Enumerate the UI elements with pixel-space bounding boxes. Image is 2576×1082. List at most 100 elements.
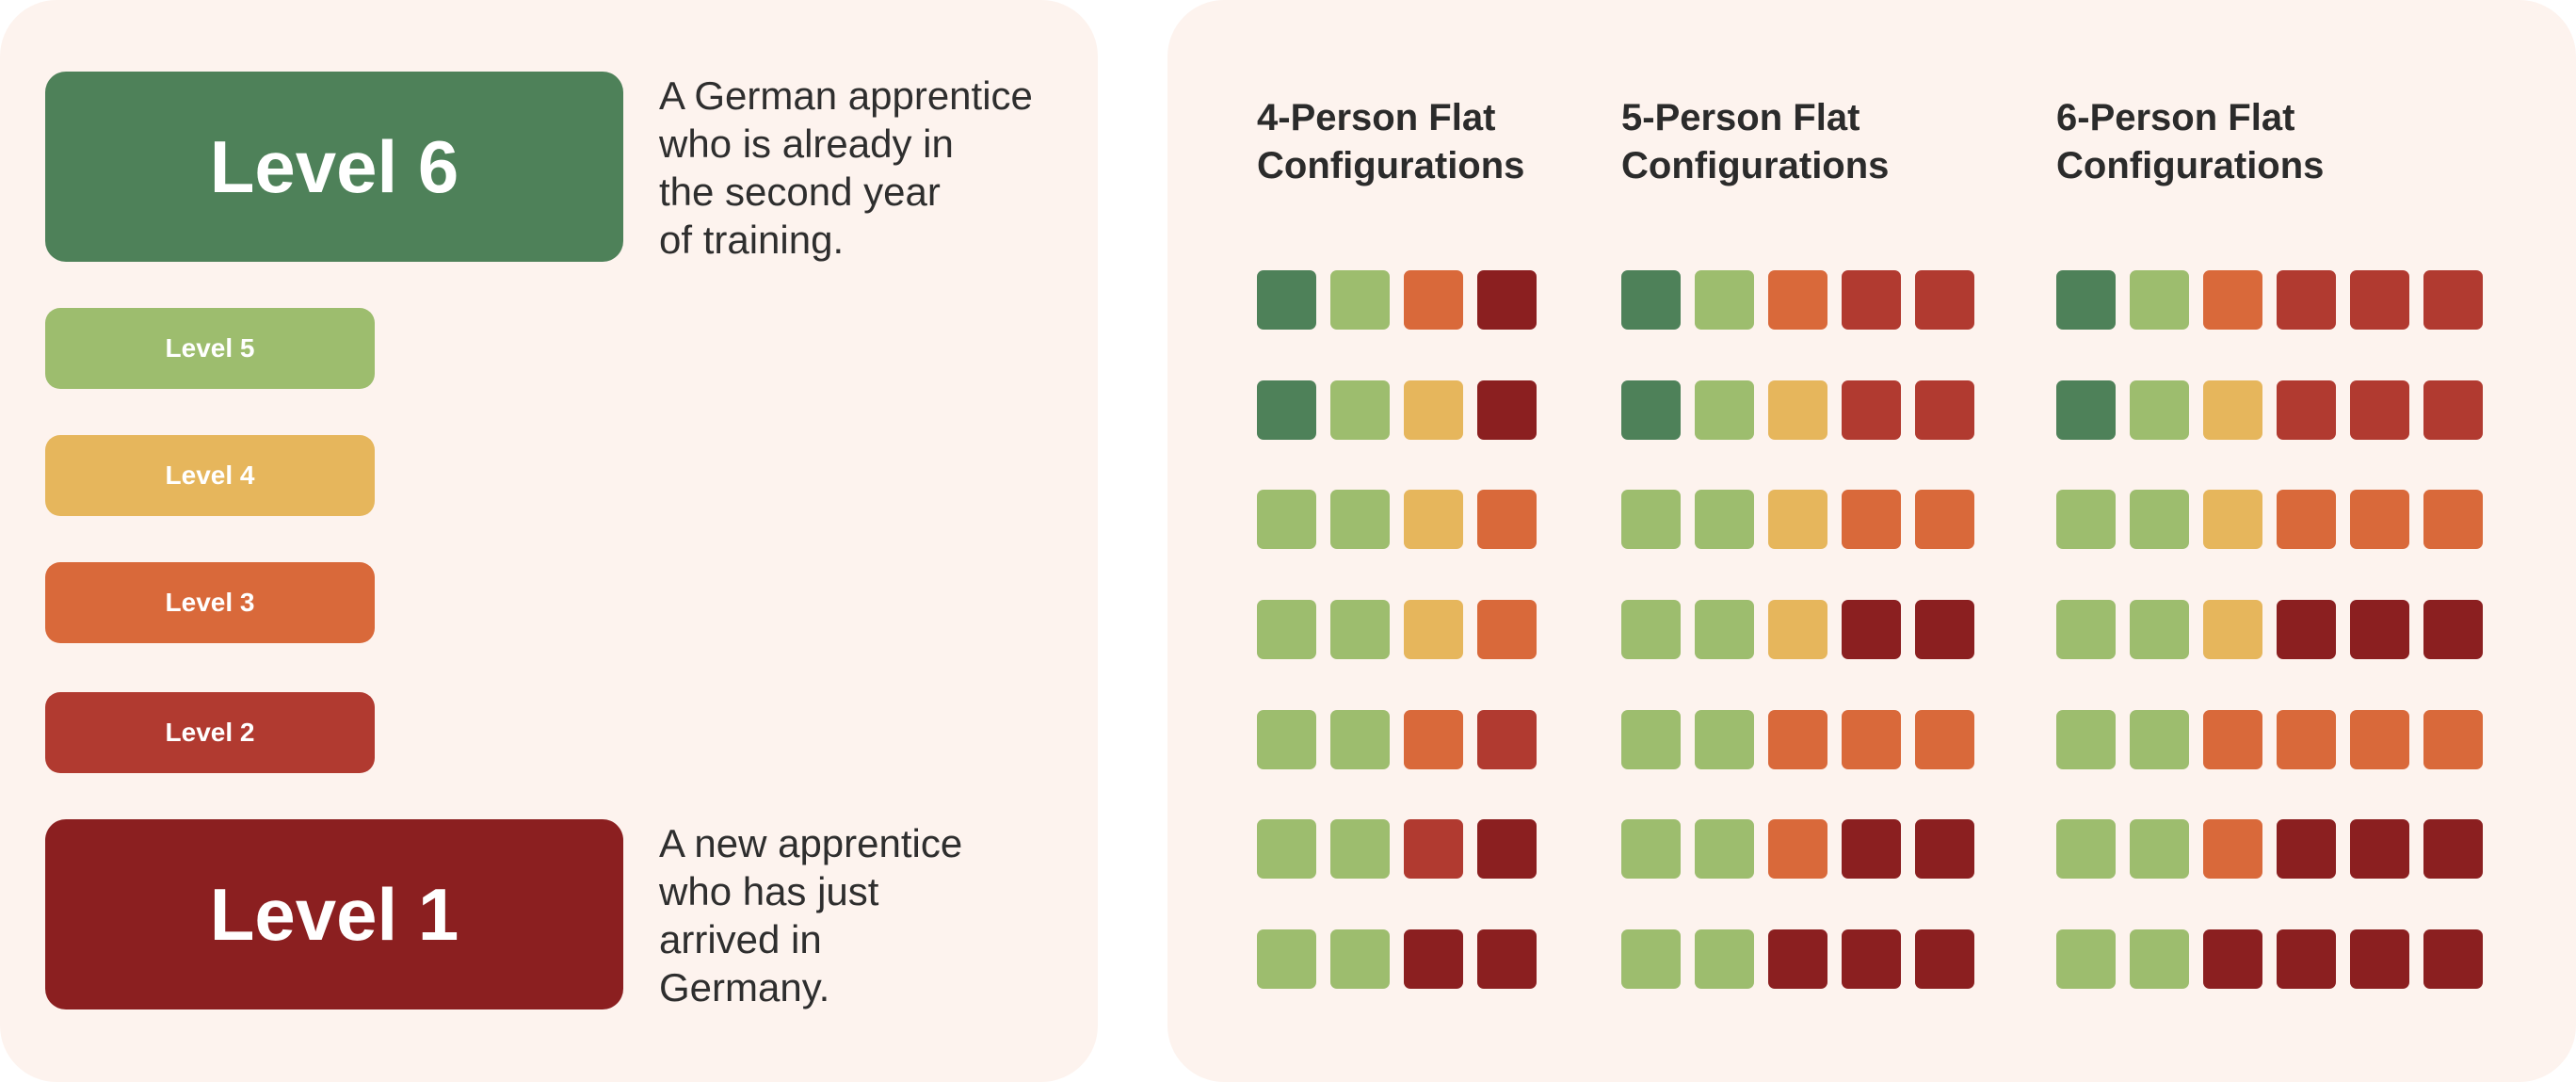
- six-person-grid: [2056, 270, 2483, 1040]
- resident-level-3-cell: [1768, 270, 1827, 330]
- six-person-title: 6-Person Flat Configurations: [2056, 97, 2325, 186]
- level-legend-panel: Level 6 A German apprentice who is alrea…: [0, 0, 1098, 1082]
- resident-level-5-cell: [1695, 929, 1754, 990]
- configuration-row: [1621, 270, 1974, 330]
- resident-level-5-cell: [2130, 819, 2189, 880]
- resident-level-1-cell: [2203, 929, 2262, 990]
- configuration-row: [1257, 380, 1537, 440]
- resident-level-1-cell: [2277, 929, 2336, 990]
- four-person-grid: [1257, 270, 1537, 1040]
- configuration-row: [1621, 819, 1974, 880]
- resident-level-5-cell: [2130, 709, 2189, 769]
- resident-level-1-cell: [2350, 929, 2409, 990]
- resident-level-3-cell: [1915, 490, 1974, 550]
- resident-level-1-cell: [1915, 929, 1974, 990]
- configuration-row: [1621, 600, 1974, 660]
- resident-level-4-cell: [2203, 600, 2262, 660]
- resident-level-2-cell: [1842, 380, 1901, 440]
- resident-level-4-cell: [1768, 600, 1827, 660]
- configuration-row: [1621, 490, 1974, 550]
- resident-level-4-cell: [1768, 490, 1827, 550]
- resident-level-3-cell: [1477, 490, 1537, 550]
- resident-level-3-cell: [1842, 490, 1901, 550]
- configuration-row: [2056, 929, 2483, 990]
- resident-level-6-cell: [1621, 380, 1681, 440]
- resident-level-6-cell: [1257, 380, 1316, 440]
- resident-level-5-cell: [1695, 709, 1754, 769]
- resident-level-5-cell: [1330, 270, 1390, 330]
- resident-level-3-cell: [1477, 600, 1537, 660]
- resident-level-2-cell: [1404, 819, 1463, 880]
- resident-level-6-cell: [2056, 380, 2116, 440]
- configuration-row: [1621, 709, 1974, 769]
- resident-level-5-cell: [2130, 929, 2189, 990]
- resident-level-6-cell: [1257, 270, 1316, 330]
- level-1-description: A new apprentice who has just arrived in…: [659, 821, 963, 1009]
- resident-level-2-cell: [1915, 380, 1974, 440]
- resident-level-4-cell: [1768, 380, 1827, 440]
- resident-level-1-cell: [1477, 380, 1537, 440]
- configuration-row: [1257, 600, 1537, 660]
- resident-level-2-cell: [2423, 270, 2483, 330]
- resident-level-2-cell: [2350, 380, 2409, 440]
- resident-level-4-cell: [2203, 380, 2262, 440]
- level-3-label: Level 3: [165, 588, 255, 617]
- level-4-label: Level 4: [165, 460, 255, 490]
- level-5-label: Level 5: [165, 333, 255, 363]
- resident-level-1-cell: [1842, 600, 1901, 660]
- resident-level-5-cell: [1695, 490, 1754, 550]
- resident-level-2-cell: [2350, 270, 2409, 330]
- resident-level-5-cell: [1621, 709, 1681, 769]
- resident-level-1-cell: [2423, 819, 2483, 880]
- resident-level-4-cell: [1404, 600, 1463, 660]
- resident-level-3-cell: [1915, 709, 1974, 769]
- resident-level-1-cell: [1477, 819, 1537, 880]
- resident-level-5-cell: [1621, 490, 1681, 550]
- resident-level-5-cell: [1330, 709, 1390, 769]
- resident-level-5-cell: [1621, 600, 1681, 660]
- level-3-box: Level 3: [45, 562, 375, 643]
- resident-level-1-cell: [1915, 600, 1974, 660]
- resident-level-3-cell: [1404, 709, 1463, 769]
- resident-level-1-cell: [1842, 929, 1901, 990]
- level-4-box: Level 4: [45, 435, 375, 516]
- four-person-title: 4-Person Flat Configurations: [1257, 97, 1525, 186]
- resident-level-5-cell: [1621, 819, 1681, 880]
- resident-level-5-cell: [1257, 819, 1316, 880]
- resident-level-5-cell: [1695, 380, 1754, 440]
- resident-level-5-cell: [2130, 380, 2189, 440]
- resident-level-5-cell: [1257, 600, 1316, 660]
- resident-level-5-cell: [1695, 819, 1754, 880]
- resident-level-5-cell: [2056, 600, 2116, 660]
- resident-level-6-cell: [1621, 270, 1681, 330]
- resident-level-1-cell: [1768, 929, 1827, 990]
- resident-level-3-cell: [1842, 709, 1901, 769]
- resident-level-5-cell: [1695, 270, 1754, 330]
- resident-level-5-cell: [1330, 819, 1390, 880]
- resident-level-3-cell: [2350, 490, 2409, 550]
- five-person-title: 5-Person Flat Configurations: [1621, 97, 1890, 186]
- resident-level-3-cell: [2203, 819, 2262, 880]
- level-6-description: A German apprentice who is already in th…: [659, 73, 1033, 262]
- level-1-box: Level 1: [45, 819, 623, 1009]
- configuration-row: [2056, 709, 2483, 769]
- resident-level-5-cell: [2056, 709, 2116, 769]
- configuration-row: [1621, 929, 1974, 990]
- resident-level-3-cell: [2277, 709, 2336, 769]
- resident-level-3-cell: [2277, 490, 2336, 550]
- resident-level-1-cell: [1477, 270, 1537, 330]
- level-6-box: Level 6: [45, 72, 623, 262]
- resident-level-1-cell: [2350, 600, 2409, 660]
- configuration-row: [1257, 709, 1537, 769]
- configuration-row: [1621, 380, 1974, 440]
- configuration-row: [2056, 819, 2483, 880]
- resident-level-5-cell: [2056, 929, 2116, 990]
- configuration-row: [1257, 929, 1537, 990]
- resident-level-5-cell: [2056, 490, 2116, 550]
- resident-level-5-cell: [1330, 380, 1390, 440]
- configuration-row: [2056, 600, 2483, 660]
- resident-level-2-cell: [1842, 270, 1901, 330]
- resident-level-5-cell: [1330, 600, 1390, 660]
- resident-level-5-cell: [1257, 490, 1316, 550]
- resident-level-3-cell: [2203, 270, 2262, 330]
